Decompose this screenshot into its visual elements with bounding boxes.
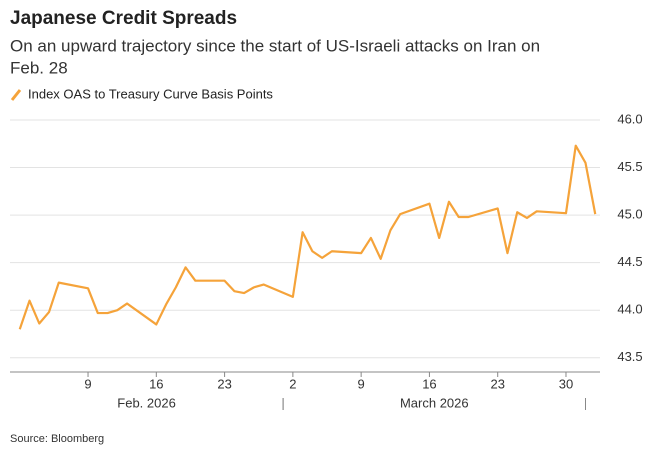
- y-tick-label: 46.0: [617, 111, 642, 126]
- x-tick-label: 16: [422, 376, 436, 391]
- month-label: Feb. 2026: [117, 395, 176, 410]
- legend-label: Index OAS to Treasury Curve Basis Points: [28, 86, 273, 101]
- x-tick-label: 9: [358, 376, 365, 391]
- subtitle: On an upward trajectory since the start …: [10, 36, 540, 55]
- subtitle: Feb. 28: [10, 58, 68, 77]
- x-tick-label: 2: [289, 376, 296, 391]
- x-tick-label: 16: [149, 376, 163, 391]
- x-tick-label: 23: [490, 376, 504, 391]
- chart-title: Japanese Credit Spreads: [10, 8, 237, 29]
- legend-swatch: [10, 89, 22, 101]
- source: Source: Bloomberg: [10, 433, 104, 445]
- y-tick-label: 45.0: [617, 207, 642, 222]
- month-label: March 2026: [400, 395, 469, 410]
- x-tick-label: 23: [217, 376, 231, 391]
- y-tick-label: 43.5: [617, 349, 642, 364]
- y-tick-label: 44.5: [617, 254, 642, 269]
- y-tick-label: 44.0: [617, 302, 642, 317]
- series-line: [18, 144, 597, 330]
- x-tick-label: 9: [84, 376, 91, 391]
- y-tick-label: 45.5: [617, 159, 642, 174]
- x-tick-label: 30: [559, 376, 573, 391]
